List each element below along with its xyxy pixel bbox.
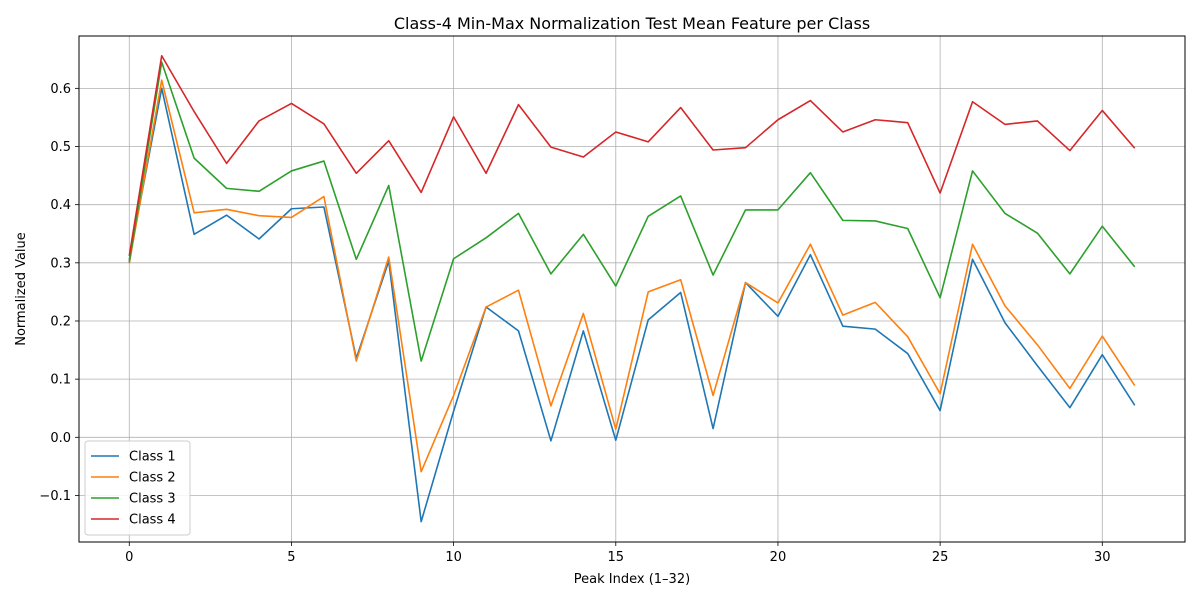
y-tick-label: 0.3	[50, 256, 71, 271]
legend-label: Class 4	[129, 513, 176, 528]
y-tick-label: 0.5	[50, 140, 71, 155]
legend-label: Class 3	[129, 492, 176, 507]
x-tick-label: 5	[287, 550, 295, 565]
x-tick-label: 30	[1094, 550, 1111, 565]
series-line-class-2	[128, 79, 1136, 473]
x-tick-label: 15	[608, 550, 625, 565]
legend-label: Class 2	[129, 471, 176, 486]
y-tick-label: 0.0	[50, 431, 71, 446]
series-line-class-1	[128, 87, 1136, 523]
legend-box	[84, 440, 191, 536]
series-lines	[128, 54, 1136, 523]
y-axis-ticks: −0.1 0.0 0.1 0.2 0.3 0.4 0.5 0.6	[39, 82, 79, 504]
chart-title: Class-4 Min-Max Normalization Test Mean …	[394, 14, 870, 33]
x-tick-label: 25	[932, 550, 949, 565]
y-axis-label: Normalized Value	[14, 232, 29, 346]
y-tick-label: 0.1	[50, 373, 71, 388]
x-tick-label: 0	[125, 550, 133, 565]
x-tick-label: 20	[770, 550, 787, 565]
series-line-class-3	[128, 61, 1136, 362]
y-tick-label: 0.2	[50, 314, 71, 329]
plot-frame	[78, 35, 1186, 543]
legend: Class 1 Class 2 Class 3 Class 4	[84, 440, 191, 536]
legend-label: Class 1	[129, 450, 176, 465]
y-tick-label: −0.1	[39, 489, 71, 504]
series-line-class-4	[128, 54, 1136, 256]
x-tick-label: 10	[445, 550, 462, 565]
x-axis-ticks: 0 5 10 15 20 25 30	[125, 542, 1111, 565]
y-tick-label: 0.6	[50, 82, 71, 97]
y-tick-label: 0.4	[50, 198, 71, 213]
x-axis-label: Peak Index (1–32)	[574, 572, 690, 587]
